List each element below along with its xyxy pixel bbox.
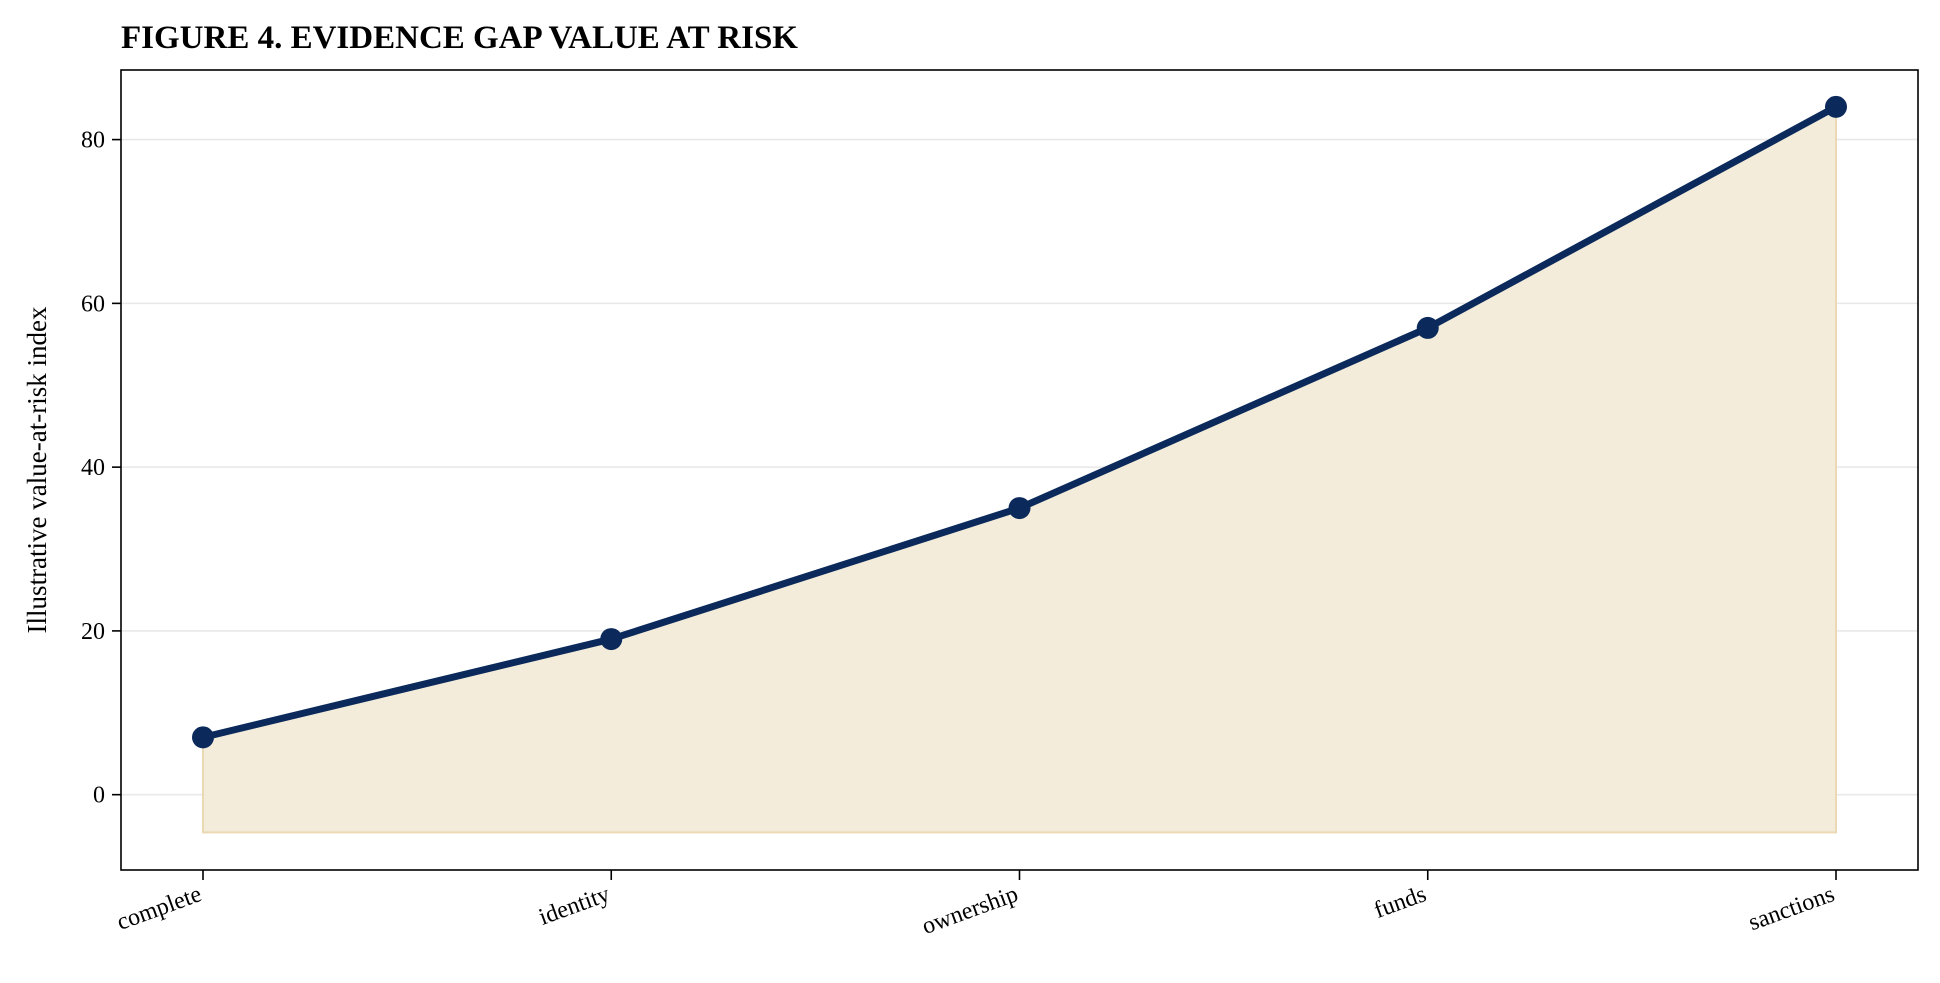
y-axis-label: Illustrative value-at-risk index [22,306,52,633]
data-point [1825,95,1847,118]
x-axis: complete identity ownership funds sanctions [113,870,1838,940]
data-point [1416,316,1439,339]
x-tick-label: sanctions [1745,881,1838,936]
y-tick-label: 60 [81,291,105,317]
y-axis: 0 20 40 60 80 [81,128,121,809]
area-layer [202,105,1837,834]
x-tick-label: complete [113,881,205,936]
y-tick-label: 0 [93,783,105,809]
area-fill [202,105,1837,834]
data-point [1008,497,1031,520]
marker-layer [192,95,1847,749]
data-point [192,726,214,749]
data-point [600,628,623,651]
x-tick-label: funds [1371,881,1430,924]
y-tick-label: 40 [81,455,105,481]
x-tick-label: identity [536,881,614,931]
y-tick-label: 80 [81,128,105,154]
chart-title: FIGURE 4. EVIDENCE GAP VALUE AT RISK [121,20,798,56]
y-tick-label: 20 [81,619,105,645]
x-tick-label: ownership [919,881,1022,940]
